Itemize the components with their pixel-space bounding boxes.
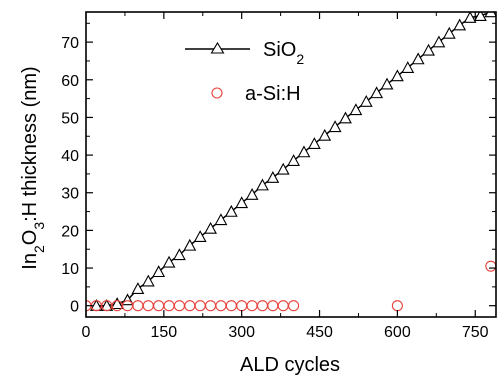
sio2-point (359, 94, 373, 107)
asi-point (173, 300, 185, 312)
sio2-point (193, 230, 207, 243)
sio2-point (307, 137, 321, 150)
asi-point (184, 300, 196, 312)
sio2-point (245, 187, 259, 200)
legend-asi-marker (211, 87, 223, 99)
chart-marks (86, 12, 496, 312)
asi-point (225, 300, 237, 312)
asi-point (391, 300, 403, 312)
sio2-point (380, 77, 394, 90)
sio2-point (266, 171, 280, 183)
asi-point (132, 300, 144, 312)
y-tick-label: 60 (61, 73, 79, 90)
y-tick-label: 70 (61, 35, 79, 52)
sio2-point (442, 26, 456, 39)
asi-point (194, 300, 206, 312)
x-tick-label: 750 (462, 324, 489, 341)
sio2-point (432, 35, 446, 48)
sio2-point (141, 274, 155, 287)
sio2-point (422, 43, 435, 56)
legend: SiO2 a-Si:H (185, 39, 304, 105)
x-tick-label: 0 (82, 324, 91, 341)
sio2-point (297, 145, 311, 158)
sio2-point (453, 18, 467, 31)
x-tick-label: 600 (384, 324, 411, 341)
sio2-point (152, 265, 166, 278)
y-tick-label: 20 (61, 223, 79, 240)
sio2-point (224, 204, 238, 217)
asi-point (485, 260, 496, 272)
sio2-point (172, 248, 186, 261)
sio2-point (214, 213, 228, 226)
asi-point (236, 300, 248, 312)
plot-frame (85, 11, 497, 318)
x-tick-label: 450 (306, 324, 333, 341)
axis-ticks: 0 150 300 450 600 750 0 10 20 30 40 50 60 70 (61, 12, 496, 341)
sio2-point (328, 120, 342, 133)
sio2-point (131, 282, 145, 294)
sio2-points (89, 12, 496, 311)
sio2-point (235, 196, 249, 209)
sio2-point (162, 255, 176, 268)
x-tick-label: 300 (228, 324, 255, 341)
asi-point (288, 300, 300, 312)
sio2-point (287, 154, 301, 166)
x-axis-title: ALD cycles (240, 354, 340, 376)
asi-point (256, 300, 269, 312)
sio2-point (110, 297, 124, 310)
asi-point (153, 300, 165, 312)
legend-sio2-marker (210, 41, 225, 54)
sio2-point (256, 178, 269, 191)
asi-point (142, 300, 154, 312)
asi-point (163, 300, 175, 312)
y-tick-label: 10 (61, 261, 79, 278)
sio2-point (339, 111, 352, 124)
legend-sio2-label: SiO2 (263, 39, 304, 67)
asi-point (246, 300, 258, 312)
sio2-point (318, 128, 332, 141)
sio2-point (463, 12, 477, 23)
asi-point (205, 300, 217, 312)
asi-point (267, 300, 279, 312)
sio2-point (401, 61, 415, 73)
sio2-point (370, 86, 384, 99)
asi-point (215, 300, 227, 312)
sio2-point (411, 52, 425, 65)
legend-asi-label: a-Si:H (245, 83, 301, 105)
sio2-point (474, 12, 487, 21)
sio2-point (183, 238, 197, 251)
y-tick-label: 0 (70, 299, 79, 316)
x-tick-label: 150 (150, 324, 177, 341)
y-axis-title: In2O3:H thickness (nm) (19, 66, 47, 269)
asi-point (277, 300, 289, 312)
y-tick-label: 40 (61, 148, 79, 165)
y-tick-label: 30 (61, 186, 79, 203)
sio2-point (349, 103, 363, 116)
sio2-point (390, 69, 404, 82)
sio2-point (204, 221, 217, 234)
sio2-point (276, 162, 290, 175)
sio2-point (484, 12, 496, 18)
y-tick-label: 50 (61, 110, 79, 127)
